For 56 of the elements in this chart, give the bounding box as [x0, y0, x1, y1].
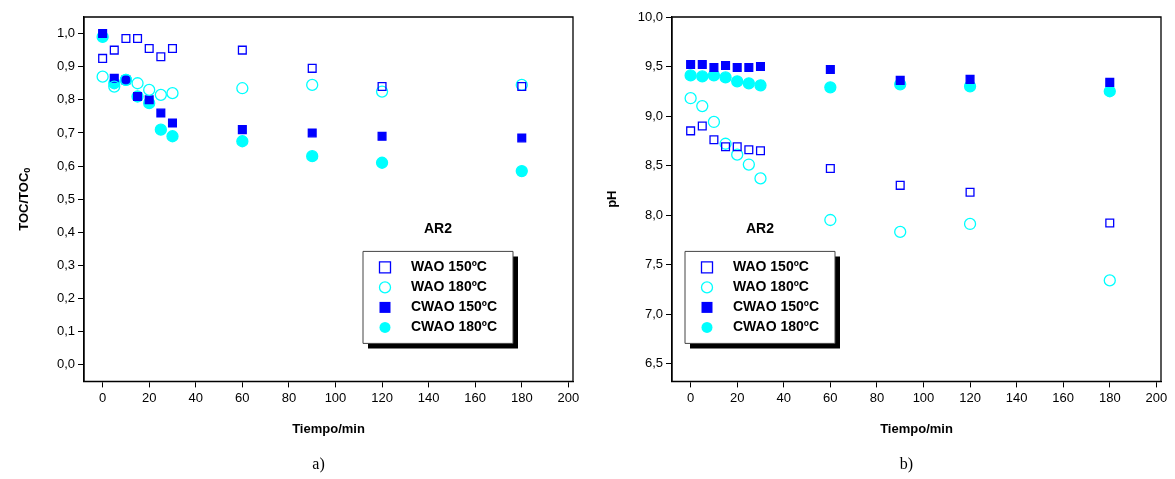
- y-tick-label: 0,0: [56, 356, 75, 372]
- x-axis-title: Tiempo/min: [292, 420, 365, 436]
- annotation: AR2: [745, 220, 775, 237]
- text: b): [899, 455, 914, 474]
- legend-label: WAO 180ºC: [733, 278, 809, 295]
- y-tick-label: 7,5: [644, 256, 663, 272]
- y-tick-label: 1,0: [56, 25, 75, 41]
- x-tick-label: 160: [1052, 389, 1075, 405]
- legend-label: CWAO 150ºC: [733, 298, 820, 315]
- x-tick-label: 160: [464, 389, 487, 405]
- y-tick-label: 8,0: [644, 206, 663, 222]
- y-tick-label: 0,3: [56, 257, 75, 273]
- y-tick-label: 0,6: [56, 157, 75, 173]
- legend-label: CWAO 180ºC: [733, 318, 820, 335]
- x-tick-label: 140: [1005, 389, 1028, 405]
- y-tick-label: 8,5: [644, 157, 663, 173]
- x-tick-label: 40: [188, 389, 204, 405]
- x-tick-label: 100: [324, 389, 347, 405]
- x-tick-label: 20: [141, 389, 157, 405]
- y-tick-label: 9,5: [644, 58, 663, 74]
- text: a): [312, 455, 325, 474]
- y-tick-label: 9,0: [644, 107, 663, 123]
- x-tick-label: 200: [1145, 389, 1168, 405]
- x-tick-label: 80: [869, 389, 885, 405]
- x-axis-title: Tiempo/min: [880, 420, 953, 436]
- legend-label: WAO 180ºC: [411, 278, 487, 295]
- x-tick-label: 60: [235, 389, 250, 405]
- x-tick-label: 120: [371, 389, 393, 405]
- annotation: AR2: [423, 220, 453, 237]
- y-tick-label: 0,2: [56, 290, 75, 306]
- y-tick-label: 0,7: [56, 124, 75, 140]
- y-tick-label: 0,4: [56, 223, 75, 239]
- y-axis-title: pH: [603, 190, 619, 208]
- y-tick-label: 0,9: [56, 58, 75, 74]
- x-tick-label: 180: [510, 389, 533, 405]
- x-tick-label: 20: [729, 389, 745, 405]
- legend-label: CWAO 150ºC: [411, 298, 498, 315]
- x-tick-label: 200: [557, 389, 580, 405]
- legend-label: CWAO 180ºC: [411, 318, 498, 335]
- x-tick-label: 0: [687, 389, 695, 405]
- x-tick-label: 100: [912, 389, 935, 405]
- y-tick-label: 6,5: [644, 355, 663, 371]
- x-tick-label: 180: [1098, 389, 1121, 405]
- y-tick-label: 0,1: [56, 323, 75, 339]
- x-tick-label: 120: [959, 389, 981, 405]
- y-tick-label: 10,0: [637, 8, 663, 24]
- x-tick-label: 80: [281, 389, 297, 405]
- x-tick-label: 60: [823, 389, 838, 405]
- y-tick-label: 0,5: [56, 190, 75, 206]
- y-tick-label: 7,0: [644, 305, 663, 321]
- x-tick-label: 40: [776, 389, 792, 405]
- y-tick-label: 0,8: [56, 91, 75, 107]
- x-tick-label: 140: [417, 389, 440, 405]
- legend-label: WAO 150ºC: [733, 258, 809, 275]
- legend-label: WAO 150ºC: [411, 258, 487, 275]
- x-tick-label: 0: [99, 389, 107, 405]
